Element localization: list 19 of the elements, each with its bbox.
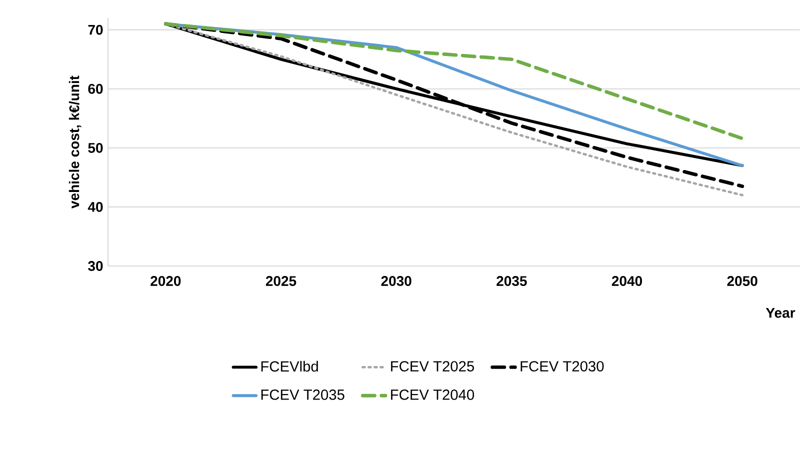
x-tick-label: 2050: [727, 276, 758, 286]
line-series: [164, 22, 744, 140]
y-tick-label: 60: [88, 84, 103, 94]
y-axis-title: vehicle cost, k€/unit: [68, 76, 82, 208]
x-tick-label: 2030: [381, 276, 412, 286]
legend-label: FCEVlbd: [261, 360, 318, 372]
y-tick-label: 50: [88, 142, 103, 153]
legend-label: FCEV T2040: [391, 390, 474, 400]
y-tick-label: 30: [88, 261, 103, 271]
x-tick-label: 2040: [612, 276, 642, 286]
x-tick-label: 2035: [496, 276, 527, 286]
x-tick-label: 2020: [150, 276, 181, 286]
legend-label: FCEV T2035: [261, 390, 344, 400]
legend-label: FCEV T2030: [520, 361, 604, 372]
y-tick-label: 40: [88, 202, 103, 212]
x-axis-title: Year: [766, 308, 796, 318]
legend-label: FCEV T2025: [391, 361, 474, 372]
x-tick-label: 2025: [266, 276, 296, 286]
y-tick-label: 70: [88, 24, 103, 35]
